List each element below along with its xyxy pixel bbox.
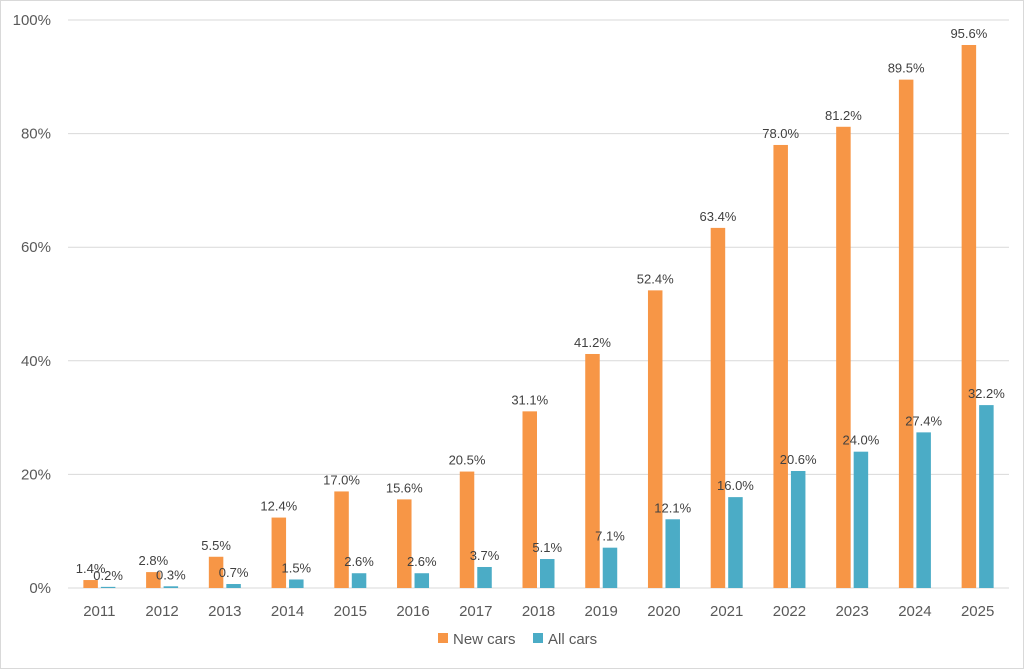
data-label: 31.1% — [511, 392, 548, 407]
y-axis-tick-labels: 0% 20% 40% 60% 80% 100% — [13, 12, 51, 597]
bar-new-cars — [459, 471, 475, 588]
data-label: 0.3% — [156, 567, 186, 582]
data-label: 1.4% — [76, 561, 106, 576]
x-axis-tick-labels: 2011 2012 2013 2014 2015 2016 2017 2018 2019 2020… — [83, 603, 994, 620]
bar-new-cars — [83, 580, 98, 588]
legend: New cars All cars — [438, 631, 597, 648]
bar-new-cars — [271, 517, 287, 588]
x-tick-label: 2015 — [334, 603, 367, 620]
legend-swatch-all-cars — [533, 633, 543, 643]
legend-swatch-new-cars — [438, 633, 448, 643]
x-tick-label: 2013 — [208, 603, 241, 620]
data-label: 16.0% — [717, 478, 754, 493]
data-label: 95.6% — [950, 26, 987, 41]
x-tick-label: 2024 — [898, 603, 931, 620]
x-tick-label: 2020 — [647, 603, 680, 620]
bar-new-cars — [522, 411, 537, 588]
data-label: 2.6% — [344, 554, 374, 569]
data-label: 7.1% — [595, 529, 625, 544]
x-tick-label: 2018 — [522, 603, 555, 620]
x-tick-label: 2014 — [271, 603, 304, 620]
bar-new-cars — [710, 227, 726, 588]
gridlines — [68, 19, 1009, 589]
bar-all-cars — [728, 497, 743, 588]
legend-label-all-cars: All cars — [548, 631, 597, 648]
bar-all-cars — [790, 470, 806, 588]
data-label: 1.5% — [281, 560, 311, 575]
data-label: 0.2% — [93, 568, 123, 583]
bar-all-cars — [540, 559, 555, 588]
x-tick-label: 2022 — [773, 603, 806, 620]
bar-new-cars — [836, 126, 851, 588]
data-label: 17.0% — [323, 472, 360, 487]
bar-all-cars — [163, 586, 179, 588]
data-label: 2.8% — [139, 553, 169, 568]
x-tick-label: 2017 — [459, 603, 492, 620]
bar-all-cars — [289, 579, 304, 588]
bar-all-cars — [414, 573, 430, 588]
bar-all-cars — [602, 547, 618, 588]
x-tick-label: 2019 — [585, 603, 618, 620]
bar-all-cars — [916, 432, 931, 588]
data-labels: 1.4%0.2% 2.8%0.3% 5.5% 0.7% 12.4% 1.5% 17.0% 2.… — [76, 26, 1005, 583]
y-tick-label: 0% — [29, 580, 51, 597]
bar-new-cars — [773, 144, 788, 588]
y-tick-label: 40% — [21, 353, 51, 370]
y-tick-label: 60% — [21, 239, 51, 256]
data-label: 0.7% — [219, 565, 249, 580]
x-tick-label: 2016 — [396, 603, 429, 620]
y-tick-label: 20% — [21, 466, 51, 483]
data-label: 20.6% — [780, 452, 817, 467]
bar-all-cars — [665, 519, 680, 588]
data-label: 78.0% — [762, 126, 799, 141]
bars — [83, 44, 994, 588]
bar-all-cars — [979, 405, 994, 588]
bar-new-cars — [208, 556, 224, 588]
x-tick-label: 2012 — [145, 603, 178, 620]
data-label: 2.6% — [407, 554, 437, 569]
bar-new-cars — [334, 491, 349, 588]
bar-all-cars — [853, 451, 869, 588]
data-label: 32.2% — [968, 386, 1005, 401]
data-label: 27.4% — [905, 413, 942, 428]
bar-new-cars — [647, 290, 663, 588]
bar-all-cars — [100, 586, 116, 588]
x-tick-label: 2025 — [961, 603, 994, 620]
bar-new-cars — [898, 79, 914, 588]
bar-all-cars — [351, 573, 367, 588]
data-label: 5.5% — [201, 538, 231, 553]
data-label: 3.7% — [470, 548, 500, 563]
x-tick-label: 2021 — [710, 603, 743, 620]
x-tick-label: 2023 — [835, 603, 868, 620]
data-label: 5.1% — [532, 540, 562, 555]
bar-all-cars — [226, 584, 241, 588]
y-tick-label: 100% — [13, 12, 51, 29]
x-tick-label: 2011 — [83, 603, 115, 620]
bar-new-cars — [961, 44, 977, 588]
bar-new-cars — [397, 499, 412, 588]
bar-new-cars — [146, 572, 161, 588]
data-label: 20.5% — [449, 453, 486, 468]
data-label: 41.2% — [574, 335, 611, 350]
data-label: 63.4% — [700, 209, 737, 224]
data-label: 89.5% — [888, 61, 925, 76]
data-label: 12.1% — [654, 500, 691, 515]
data-label: 12.4% — [260, 499, 297, 514]
data-label: 81.2% — [825, 108, 862, 123]
bar-all-cars — [477, 566, 492, 588]
legend-label-new-cars: New cars — [453, 631, 516, 648]
bar-new-cars — [585, 353, 600, 588]
data-label: 24.0% — [842, 433, 879, 448]
y-tick-label: 80% — [21, 126, 51, 143]
data-label: 52.4% — [637, 271, 674, 286]
data-label: 15.6% — [386, 480, 423, 495]
